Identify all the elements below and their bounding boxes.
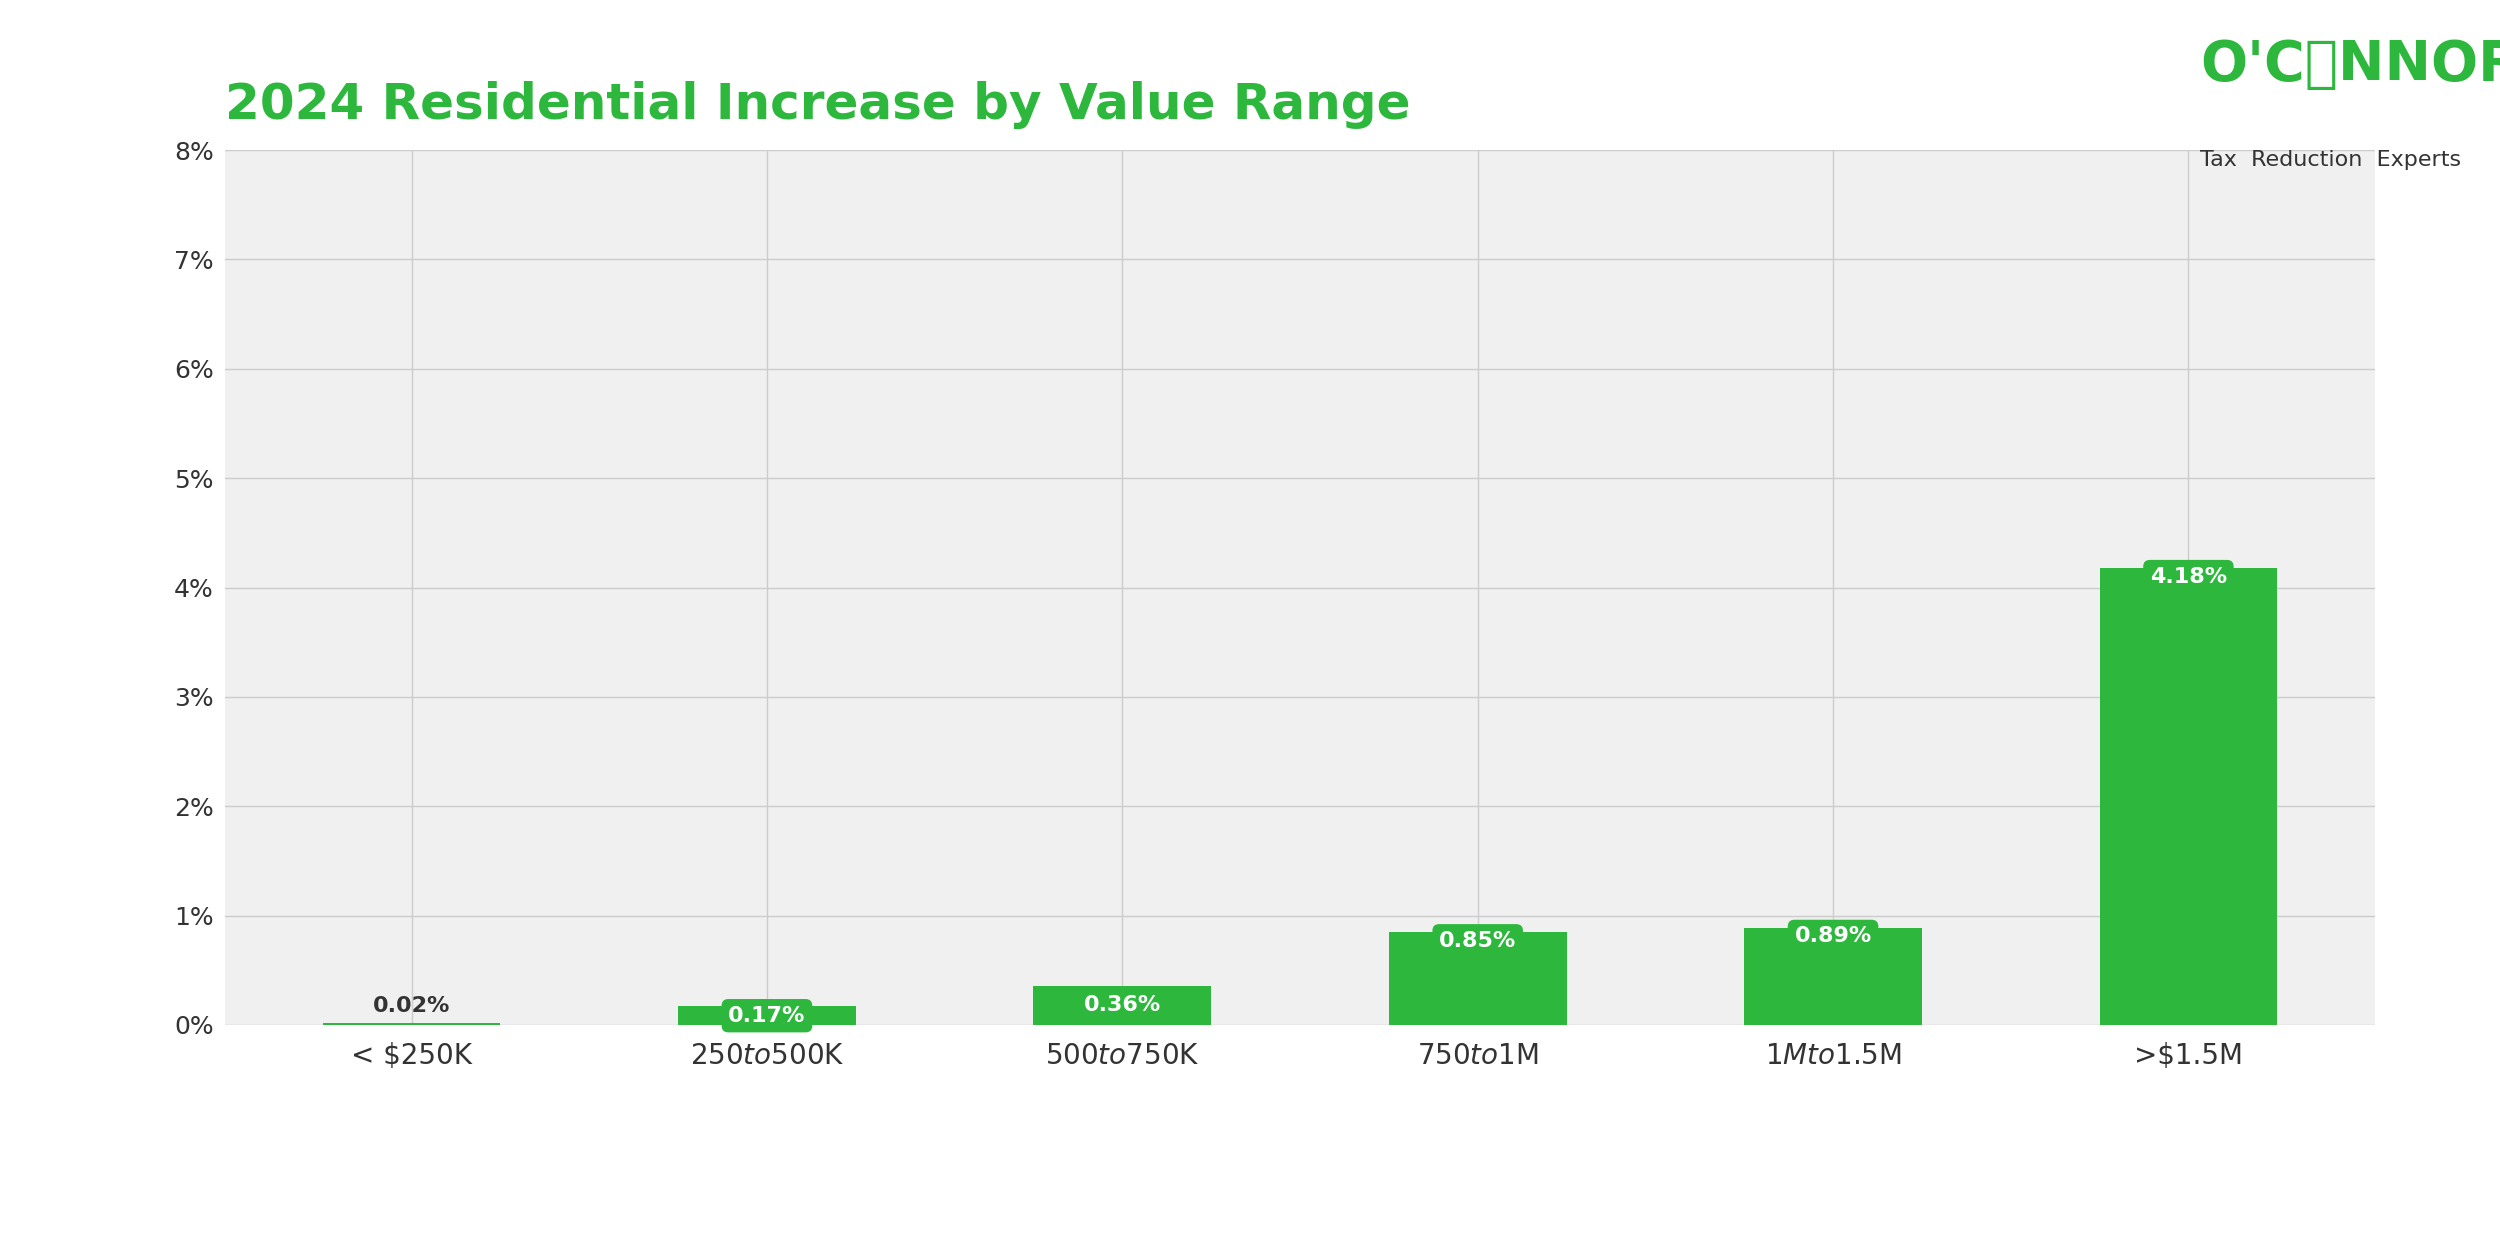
Text: O'CⓄNNOR: O'CⓄNNOR [2200, 38, 2500, 91]
Text: 2024 Residential Increase by Value Range: 2024 Residential Increase by Value Range [225, 81, 1410, 129]
Bar [1390, 932, 1568, 1025]
Text: 0.17%: 0.17% [728, 1006, 805, 1026]
Bar [678, 1006, 855, 1025]
Text: 0.02%: 0.02% [372, 996, 450, 1016]
Text: Percentage Increase: Percentage Increase [80, 411, 107, 764]
Text: 0.85%: 0.85% [1440, 931, 1518, 951]
Text: Tax  Reduction  Experts: Tax Reduction Experts [2200, 150, 2460, 170]
Bar [322, 1022, 500, 1025]
Bar [1032, 985, 1210, 1025]
Text: 0.36%: 0.36% [1082, 995, 1160, 1015]
Text: Value Range: Value Range [1162, 1119, 1437, 1156]
Text: 4.18%: 4.18% [2150, 566, 2228, 586]
Bar [2100, 568, 2278, 1025]
Text: 0.89%: 0.89% [1795, 926, 1872, 946]
Bar [1745, 928, 1922, 1025]
